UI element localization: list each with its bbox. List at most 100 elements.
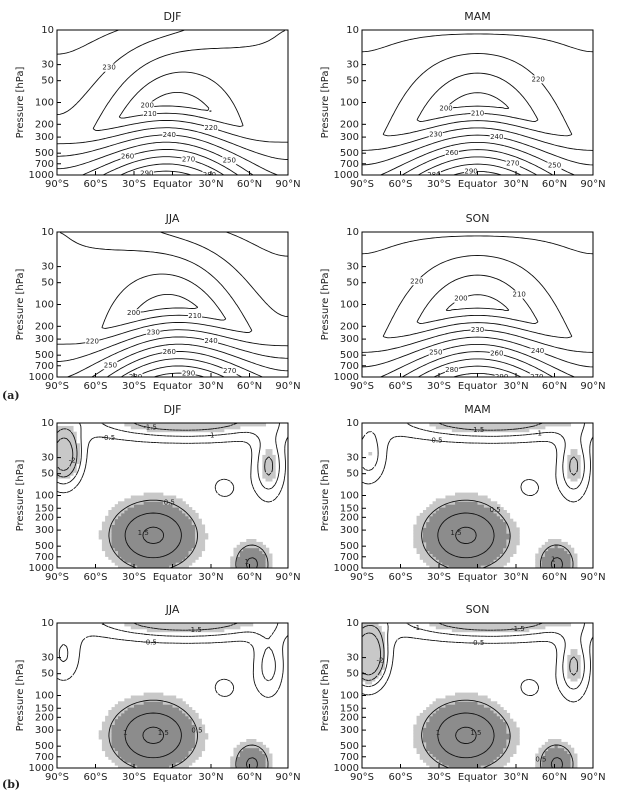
significance-shading (362, 654, 385, 659)
significance-shading (185, 556, 199, 560)
contour-label-bg (120, 152, 135, 161)
contour-line (57, 232, 253, 345)
x-tick-label: Equator (153, 179, 193, 190)
y-tick-label: 30 (346, 453, 359, 464)
contour-label: 0.5 (535, 755, 546, 763)
significance-shading (265, 556, 273, 560)
significance-shading (57, 460, 80, 465)
significance-shading (172, 504, 190, 508)
significance-shading (265, 553, 273, 557)
significance-shading (557, 744, 572, 749)
y-tick-label: 10 (41, 418, 54, 429)
y-tick-label: 200 (35, 119, 54, 130)
x-tick-label: 90°N (275, 572, 300, 583)
significance-shading (265, 478, 273, 482)
significance-shading (185, 512, 199, 517)
y-tick-label: 10 (41, 25, 54, 36)
significance-shading (455, 492, 478, 496)
significance-shading (98, 533, 113, 537)
panel: -1.5 -1 -0.5 0.5 1 1.5 JJA Pressure [hPa] 10 30 50… (15, 603, 301, 783)
significance-shading (188, 550, 202, 554)
x-tick-label: 60°N (542, 572, 567, 583)
y-tick-label: 700 (340, 752, 359, 763)
significance-shading (137, 765, 170, 768)
significance-shading (413, 533, 424, 537)
significance-shading (111, 739, 196, 743)
contour-label: 250 (548, 162, 561, 170)
significance-shading (564, 547, 575, 552)
y-tick-label: 200 (35, 712, 54, 723)
x-tick-label: 60°S (388, 179, 412, 190)
significance-shading (127, 707, 180, 711)
significance-shading (121, 712, 186, 717)
contour-label: 270 (182, 155, 195, 163)
significance-shading (108, 510, 125, 514)
y-axis-label: Pressure [hPa] (320, 660, 331, 732)
panel-title: DJF (163, 403, 181, 416)
contour-label-bg (143, 110, 158, 119)
y-tick-label: 200 (340, 512, 359, 523)
significance-shading (101, 541, 113, 546)
significance-shading (111, 536, 196, 540)
significance-shading (108, 556, 122, 560)
panel-label: (a) (2, 389, 20, 402)
significance-shading (57, 469, 77, 473)
significance-shading (111, 736, 196, 740)
significance-shading (57, 443, 80, 447)
x-tick-label: 90°N (275, 381, 300, 392)
significance-shading (422, 739, 507, 743)
contour-label-bg (204, 123, 218, 132)
contour-line (57, 232, 288, 362)
significance-shading (429, 515, 501, 520)
significance-shading (111, 730, 196, 734)
significance-shading (426, 521, 507, 525)
significance-shading (233, 550, 241, 554)
significance-shading (230, 562, 238, 566)
panel: 200 210 220 230 240 250 260 270 280 290 JJA Pressur… (15, 212, 301, 392)
significance-shading (134, 704, 173, 708)
contour-label: 1 (551, 555, 555, 563)
y-tick-label: 50 (346, 669, 359, 680)
x-tick-label: 60°N (237, 381, 262, 392)
significance-shading (262, 472, 276, 476)
significance-shading (239, 753, 267, 757)
x-tick-label: 30°S (122, 772, 146, 783)
significance-shading (506, 727, 520, 731)
contour-label-bg (204, 337, 218, 346)
significance-shading (101, 539, 113, 543)
significance-shading (114, 504, 135, 508)
contour-label-bg (547, 161, 562, 170)
panel-title: JJA (165, 212, 180, 225)
y-tick-label: 200 (35, 512, 54, 523)
significance-shading (262, 469, 276, 473)
y-tick-label: 100 (340, 691, 359, 702)
significance-shading (194, 524, 206, 528)
significance-shading (426, 721, 507, 725)
contour-line (455, 526, 477, 544)
significance-shading (416, 721, 427, 725)
significance-shading (496, 712, 511, 717)
significance-shading (416, 550, 430, 554)
significance-shading (137, 565, 170, 568)
significance-shading (57, 431, 77, 436)
y-tick-label: 100 (35, 300, 54, 311)
significance-shading (567, 466, 581, 470)
contour-line (416, 72, 539, 122)
significance-shading (130, 762, 177, 766)
y-axis-label: Pressure [hPa] (15, 660, 26, 732)
significance-shading (554, 544, 559, 549)
significance-shading (506, 541, 520, 546)
y-axis-label: Pressure [hPa] (320, 269, 331, 341)
x-tick-label: 30°N (198, 179, 223, 190)
significance-shading (496, 512, 511, 517)
significance-shading (130, 625, 241, 630)
significance-shading (570, 565, 578, 568)
contour-label: 200 (454, 295, 467, 303)
significance-shading (541, 565, 572, 568)
significance-shading (101, 739, 113, 743)
contour-label-bg (103, 361, 118, 370)
contour-label: 240 (204, 337, 217, 345)
significance-shading (422, 733, 511, 737)
contour-line (437, 712, 563, 768)
significance-shading (426, 724, 507, 728)
